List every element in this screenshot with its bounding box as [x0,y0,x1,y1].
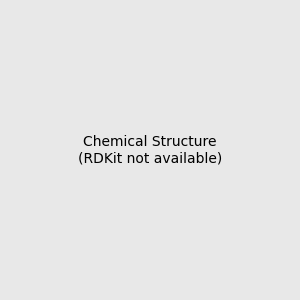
Text: Chemical Structure
(RDKit not available): Chemical Structure (RDKit not available) [78,135,222,165]
